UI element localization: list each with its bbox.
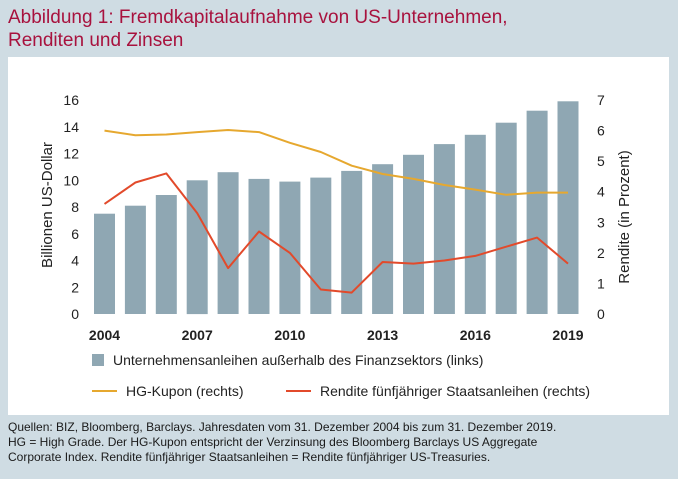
bar-2018 (526, 110, 548, 314)
x-tick-label: 2016 (460, 327, 491, 343)
right-tick-label: 1 (597, 275, 605, 291)
x-tick-label: 2004 (89, 327, 120, 343)
right-tick-label: 3 (597, 214, 605, 230)
bar-2008 (217, 172, 239, 314)
bar-2011 (310, 177, 332, 314)
right-tick-label: 2 (597, 245, 605, 261)
right-tick-label: 7 (597, 92, 605, 108)
x-tick-label: 2019 (552, 327, 583, 343)
left-tick-label: 14 (63, 119, 79, 135)
bar-2010 (279, 181, 301, 314)
source-note: Quellen: BIZ, Bloomberg, Barclays. Jahre… (8, 420, 673, 465)
right-tick-label: 4 (597, 184, 605, 200)
left-axis-label: Billionen US-Dollar (39, 142, 56, 268)
left-tick-label: 10 (63, 172, 79, 188)
left-tick-label: 8 (71, 199, 79, 215)
bar-2014 (403, 154, 424, 314)
bar-series-group (94, 101, 579, 315)
bar-2017 (495, 122, 517, 314)
bar-2015 (433, 144, 455, 314)
left-tick-label: 2 (71, 279, 79, 295)
left-tick-label: 16 (63, 92, 79, 108)
bar-2009 (248, 178, 270, 314)
bar-2012 (341, 170, 363, 314)
left-tick-label: 6 (71, 226, 79, 242)
x-axis-ticks: 2004 2007 2010 2013 2016 2019 (89, 327, 584, 343)
right-tick-label: 6 (597, 123, 605, 139)
bar-2013 (372, 164, 394, 314)
left-tick-label: 12 (63, 146, 79, 162)
line-hg-coupon (104, 129, 568, 196)
bar-2016 (464, 134, 486, 314)
bar-2019 (557, 101, 579, 314)
figure-title-line-2: Renditen und Zinsen (8, 30, 184, 51)
bar-2004 (94, 213, 115, 314)
right-tick-label: 5 (597, 153, 605, 169)
left-tick-label: 4 (71, 253, 79, 269)
source-line-1: Quellen: BIZ, Bloomberg, Barclays. Jahre… (8, 420, 557, 434)
figure-title: Abbildung 1: Fremdkapitalaufnahme von US… (8, 6, 668, 52)
line-series-group (103, 129, 569, 294)
source-line-3: Corporate Index. Rendite fünfjähriger St… (8, 450, 491, 464)
x-tick-label: 2013 (367, 327, 398, 343)
line-treasury-yield (103, 172, 569, 294)
left-axis-ticks: 0 2 4 6 8 10 12 14 16 (63, 92, 79, 322)
right-axis-label: Rendite (in Prozent) (616, 150, 633, 283)
bar-2005 (124, 205, 146, 314)
x-tick-label: 2010 (274, 327, 305, 343)
figure-title-line-1: Abbildung 1: Fremdkapitalaufnahme von US… (8, 7, 508, 28)
right-tick-label: 0 (597, 306, 605, 322)
right-axis-ticks: 0 1 2 3 4 5 6 7 (597, 92, 605, 322)
x-tick-label: 2007 (182, 327, 213, 343)
source-line-2: HG = High Grade. Der HG-Kupon entspricht… (8, 435, 538, 449)
bar-2006 (155, 195, 177, 314)
left-tick-label: 0 (71, 306, 79, 322)
bar-2007 (186, 180, 208, 315)
